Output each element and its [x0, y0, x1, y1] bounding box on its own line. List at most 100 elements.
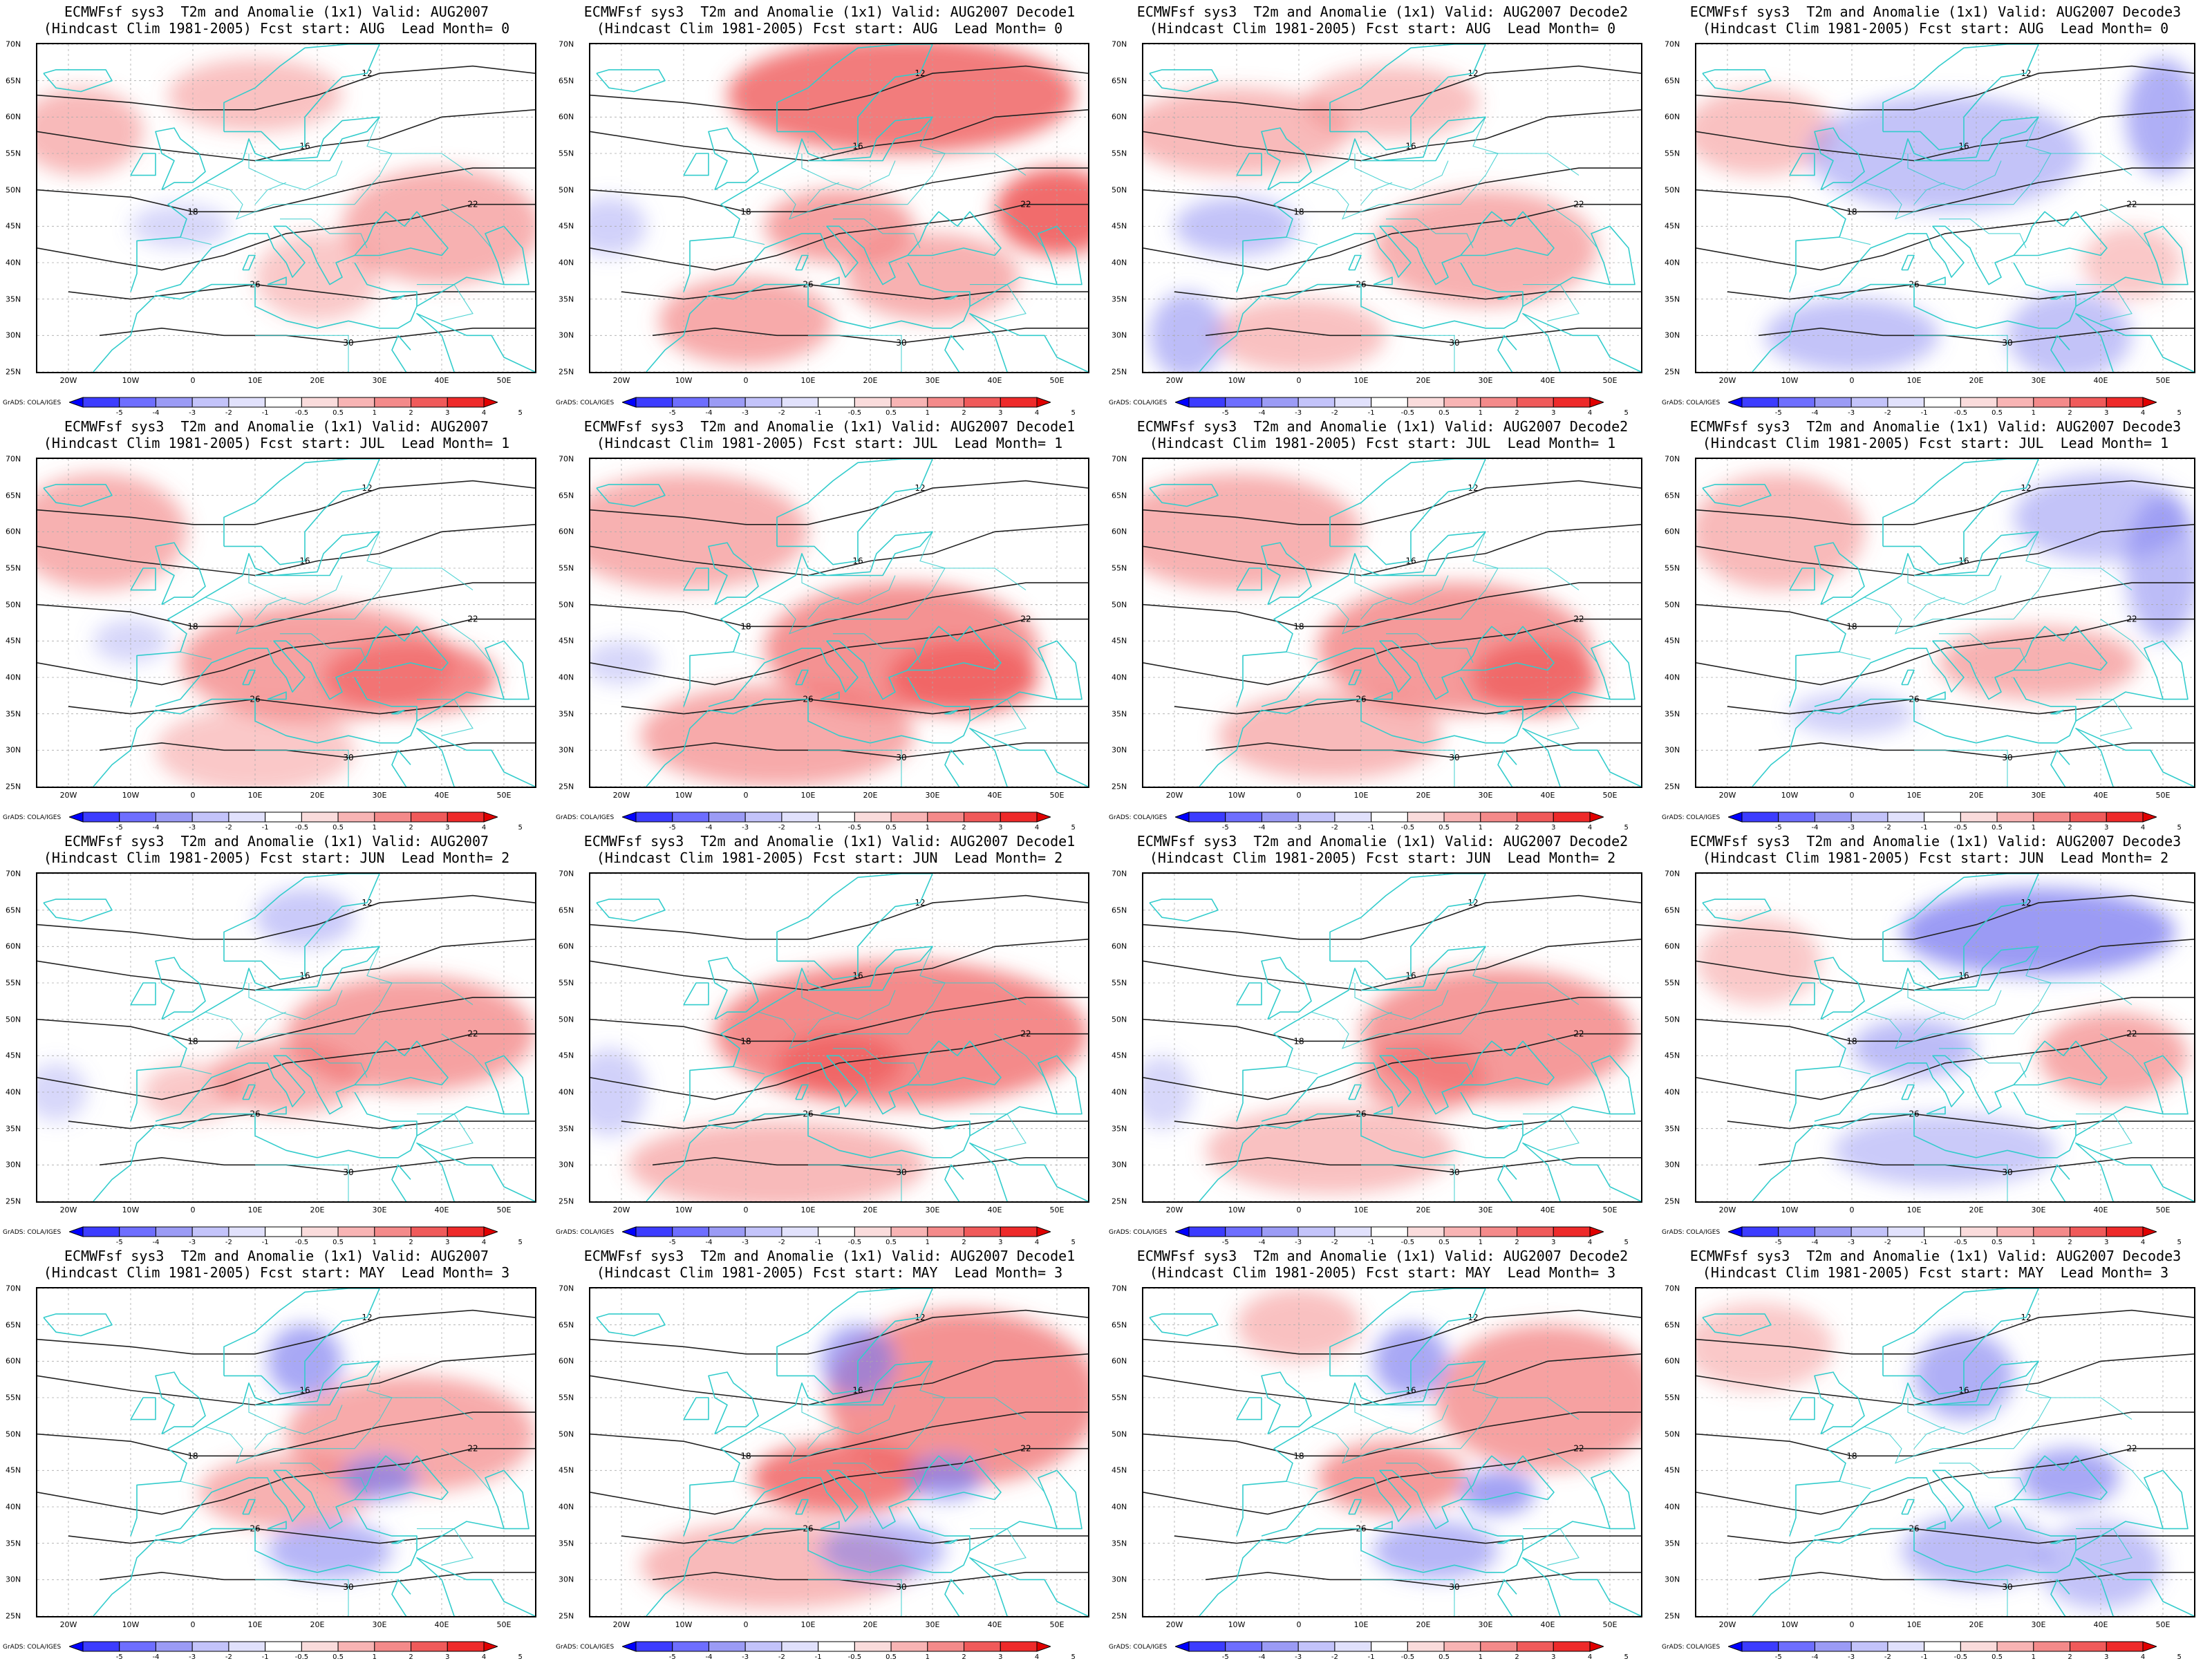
colorbar-right-arrow	[483, 1226, 498, 1237]
panel-title: ECMWFsf sys3 T2m and Anomalie (1x1) Vali…	[1689, 3, 2182, 20]
coastline	[683, 982, 709, 1006]
colorbar-segment	[1960, 811, 1998, 823]
lat-tick-label: 45N	[1665, 221, 1680, 231]
lat-tick-label: 25N	[6, 782, 21, 791]
country-border	[1907, 1398, 2002, 1435]
colorbar-label: -3	[1848, 1653, 1855, 1661]
colorbar-segment	[119, 1641, 156, 1652]
lat-tick-label: 30N	[1665, 1160, 1680, 1170]
country-border	[2038, 1397, 2133, 1420]
lon-tick-label: 10W	[675, 376, 693, 385]
grads-credit: GrADS: COLA/IGES	[1109, 1644, 1168, 1651]
colorbar-label: 0.5	[332, 409, 344, 417]
isotherm-contour	[1696, 939, 2194, 991]
panel-subtitle: (Hindcast Clim 1981-2005) Fcst start: JU…	[43, 850, 510, 866]
colorbar-segment	[2033, 1226, 2071, 1237]
lon-tick-label: 30E	[2031, 791, 2046, 800]
colorbar-label: -4	[1811, 1653, 1819, 1661]
lon-tick-label: 0	[1849, 1620, 1855, 1629]
panel-subtitle: (Hindcast Clim 1981-2005) Fcst start: JU…	[43, 435, 510, 451]
isotherm-contour	[590, 1309, 1088, 1355]
colorbar-segment	[1188, 1641, 1226, 1652]
lat-tick-label: 70N	[1665, 1284, 1680, 1293]
lon-tick-label: 10E	[1906, 791, 1922, 800]
colorbar	[69, 1641, 498, 1652]
contour-label: 22	[467, 1444, 478, 1454]
coastline	[2050, 1539, 2064, 1544]
country-border	[1939, 1048, 2027, 1078]
lat-tick-label: 40N	[6, 1502, 21, 1512]
colorbar-label: -2	[225, 824, 232, 832]
colorbar-left-arrow	[1728, 1226, 1743, 1237]
lon-tick-label: 10W	[1228, 1205, 1246, 1214]
coastline	[646, 1091, 971, 1201]
grads-credit: GrADS: COLA/IGES	[1662, 1644, 1721, 1651]
colorbar-segment	[265, 1226, 302, 1237]
colorbar-segment	[2106, 811, 2144, 823]
colorbar-label: -0.5	[294, 1239, 309, 1246]
grads-credit: GrADS: COLA/IGES	[556, 1229, 615, 1236]
colorbar-segment	[1924, 397, 1961, 408]
colorbar-label: -1	[1920, 409, 1928, 417]
lon-tick-label: 20W	[612, 791, 630, 800]
coastline	[2075, 1142, 2194, 1201]
country-border	[994, 1448, 1045, 1493]
country-border	[1386, 1048, 1474, 1078]
coastline	[242, 254, 256, 271]
isotherm-contour	[37, 1309, 535, 1355]
colorbar-segment	[447, 1641, 485, 1652]
isotherm-contour	[652, 742, 1088, 758]
cold-anomaly-region	[2020, 1448, 2119, 1507]
grads-credit: GrADS: COLA/IGES	[3, 1229, 62, 1236]
colorbar-segment	[1261, 1226, 1299, 1237]
warm-anomaly-region	[995, 168, 1088, 256]
colorbar-label: -4	[705, 409, 713, 417]
colorbar-label: 3	[998, 1239, 1003, 1246]
colorbar-segment	[2033, 811, 2071, 823]
coastline	[130, 153, 156, 176]
country-border	[1485, 982, 1580, 1006]
colorbar-label: -2	[1884, 409, 1891, 417]
lon-tick-label: 10W	[1781, 1205, 1799, 1214]
country-border	[994, 204, 1045, 249]
cold-anomaly-region	[908, 1456, 982, 1500]
cold-anomaly-region	[1461, 1470, 1535, 1514]
colorbar-segment	[447, 397, 485, 408]
colorbar-right-arrow	[483, 811, 498, 823]
country-border	[248, 568, 343, 606]
contour-label: 22	[1020, 614, 1031, 624]
colorbar-label: -0.5	[847, 1653, 862, 1661]
lat-tick-label: 65N	[1665, 491, 1680, 500]
coastline	[1373, 1521, 1393, 1530]
country-border	[1360, 1011, 1393, 1035]
coastline	[1814, 1455, 2108, 1537]
coastline	[596, 1313, 666, 1337]
colorbar-label: -1	[261, 409, 269, 417]
isotherm-contour	[621, 1113, 1088, 1129]
isotherm-contour	[590, 65, 1088, 111]
colorbar-label: 0.5	[332, 824, 344, 832]
coastline	[1789, 153, 1815, 176]
country-border	[1286, 1066, 1318, 1075]
coastline	[155, 542, 206, 606]
coastline	[1522, 727, 1641, 787]
isotherm-contour	[1143, 1447, 1641, 1515]
panel-title: ECMWFsf sys3 T2m and Anomalie (1x1) Vali…	[64, 1248, 489, 1264]
lon-tick-label: 10W	[675, 1620, 693, 1629]
contour-label: 22	[467, 614, 478, 624]
colorbar-segment	[927, 397, 965, 408]
lon-tick-label: 10W	[675, 1205, 693, 1214]
colorbar-segment	[301, 1226, 339, 1237]
lon-tick-label: 0	[743, 376, 749, 385]
panel-title: ECMWFsf sys3 T2m and Anomalie (1x1) Vali…	[1136, 833, 1629, 850]
country-border	[801, 568, 896, 606]
lon-tick-label: 30E	[372, 376, 387, 385]
country-border	[1523, 699, 1580, 736]
lon-tick-label: 40E	[1540, 376, 1555, 385]
colorbar-segment	[1188, 811, 1226, 823]
lat-tick-label: 70N	[6, 1284, 21, 1293]
colorbar-label: -0.5	[1400, 1239, 1415, 1246]
lon-tick-label: 20E	[863, 1205, 878, 1214]
colorbar-segment	[1480, 1641, 1518, 1652]
lat-tick-label: 50N	[6, 185, 21, 195]
